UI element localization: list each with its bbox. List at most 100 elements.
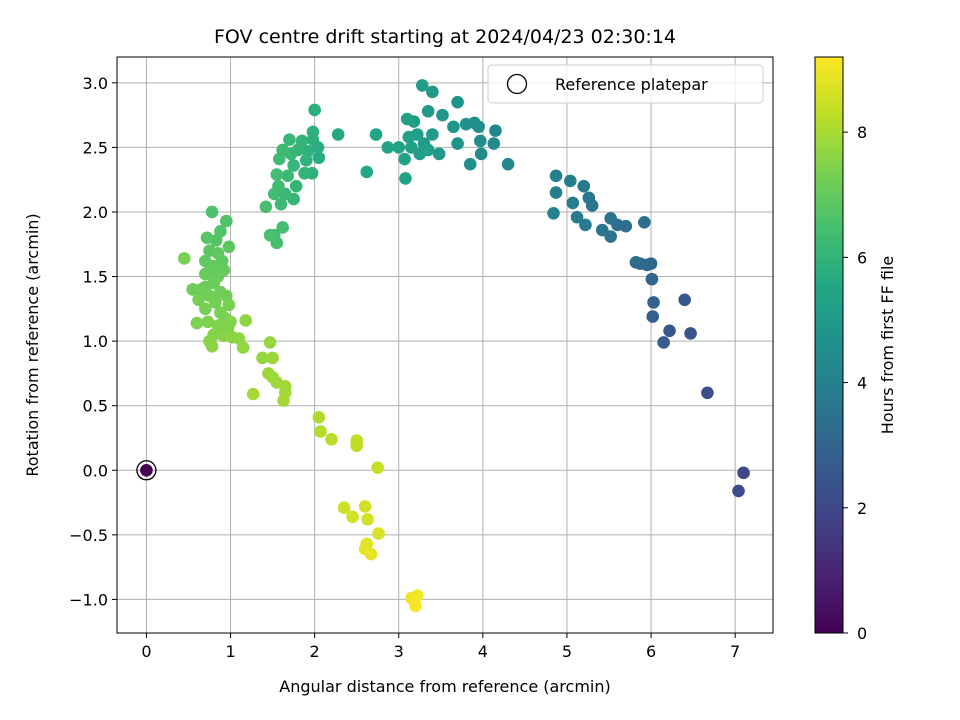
- data-point: [415, 79, 429, 92]
- data-point: [289, 179, 303, 193]
- x-tick-label: 5: [562, 642, 572, 661]
- data-point: [256, 351, 269, 365]
- data-point: [346, 510, 359, 524]
- y-tick-label: 0.0: [83, 461, 108, 480]
- data-point: [205, 205, 219, 219]
- data-point: [140, 463, 153, 477]
- data-point: [451, 137, 464, 150]
- data-point: [217, 263, 231, 277]
- legend-entry-reference: Reference platepar: [555, 75, 708, 94]
- data-point: [400, 112, 414, 126]
- data-point: [549, 186, 563, 199]
- data-point: [647, 296, 660, 309]
- data-point: [314, 425, 327, 438]
- data-point: [308, 103, 321, 117]
- legend-box: [487, 64, 764, 104]
- data-point: [579, 218, 592, 232]
- data-point: [426, 128, 439, 141]
- data-point: [432, 147, 446, 161]
- data-point: [337, 501, 351, 515]
- data-point: [263, 228, 277, 242]
- x-tick-label: 1: [225, 642, 235, 661]
- data-point: [200, 231, 214, 245]
- data-point: [436, 108, 449, 122]
- colorbar-frame: [814, 56, 844, 634]
- data-point: [645, 272, 659, 286]
- y-tick-label: 0.5: [83, 397, 108, 416]
- data-point: [570, 210, 584, 224]
- x-tick-label: 2: [310, 642, 320, 661]
- data-point: [267, 187, 281, 201]
- data-point: [487, 137, 501, 150]
- data-point: [410, 589, 424, 602]
- data-point: [199, 267, 212, 281]
- data-point: [331, 128, 345, 141]
- data-point: [360, 165, 374, 179]
- data-point: [325, 432, 338, 446]
- data-point: [737, 466, 750, 480]
- colorbar-ticks: 0 2 4 6 8: [843, 123, 867, 643]
- reference-platepar-marker: [136, 460, 157, 481]
- data-point: [273, 152, 286, 166]
- data-point: [577, 179, 591, 193]
- data-point: [350, 439, 363, 453]
- data-point: [402, 130, 416, 144]
- data-point: [372, 527, 385, 540]
- data-point: [369, 128, 383, 141]
- data-point: [595, 223, 609, 237]
- data-point: [426, 85, 439, 99]
- data-point: [564, 174, 577, 188]
- data-point: [582, 191, 596, 205]
- y-tick-label: 3.0: [83, 74, 108, 93]
- colorbar-tick-label: 4: [857, 374, 867, 393]
- data-point: [199, 302, 212, 316]
- data-point: [220, 214, 233, 228]
- x-axis-label: Angular distance from reference (arcmin): [279, 677, 610, 696]
- data-point: [421, 143, 435, 157]
- data-point: [263, 336, 277, 349]
- y-tick-label: −1.0: [69, 590, 108, 609]
- chart-title: FOV centre drift starting at 2024/04/23 …: [214, 26, 676, 48]
- data-point: [447, 120, 460, 134]
- x-tick-label: 7: [730, 642, 740, 661]
- data-point: [281, 169, 295, 183]
- data-point: [192, 293, 205, 307]
- data-point: [274, 197, 288, 211]
- data-point: [451, 95, 464, 109]
- data-point: [463, 157, 477, 171]
- data-point: [392, 141, 406, 154]
- data-point: [209, 296, 222, 309]
- data-point: [547, 206, 560, 220]
- data-point: [299, 154, 313, 167]
- data-point: [358, 500, 372, 513]
- data-point: [489, 124, 502, 137]
- data-point: [298, 166, 311, 180]
- y-tick-label: 1.0: [83, 332, 108, 351]
- y-tick-label: 1.5: [83, 268, 108, 287]
- data-point: [657, 336, 670, 349]
- data-point: [459, 117, 473, 131]
- data-point: [638, 216, 651, 229]
- data-point: [306, 125, 320, 139]
- x-tick-label: 0: [141, 642, 151, 661]
- data-point: [312, 411, 326, 424]
- data-point: [629, 256, 643, 269]
- data-point: [246, 387, 260, 401]
- data-point: [312, 151, 326, 165]
- data-point: [222, 240, 236, 254]
- colorbar-tick-label: 2: [857, 499, 867, 518]
- data-point: [224, 315, 237, 329]
- y-axis-label: Rotation from reference (arcmin): [23, 213, 42, 476]
- colorbar-label: Hours from first FF file: [878, 256, 897, 435]
- data-point: [276, 221, 289, 234]
- data-point: [409, 599, 422, 613]
- colorbar: 0 2 4 6 8 Hours from first FF file: [814, 56, 897, 643]
- data-point: [421, 104, 435, 118]
- data-point: [222, 298, 236, 312]
- data-point: [239, 314, 252, 327]
- data-point: [701, 386, 714, 400]
- data-point: [277, 394, 290, 407]
- y-tick-label: 2.0: [83, 203, 108, 222]
- data-point: [405, 141, 418, 154]
